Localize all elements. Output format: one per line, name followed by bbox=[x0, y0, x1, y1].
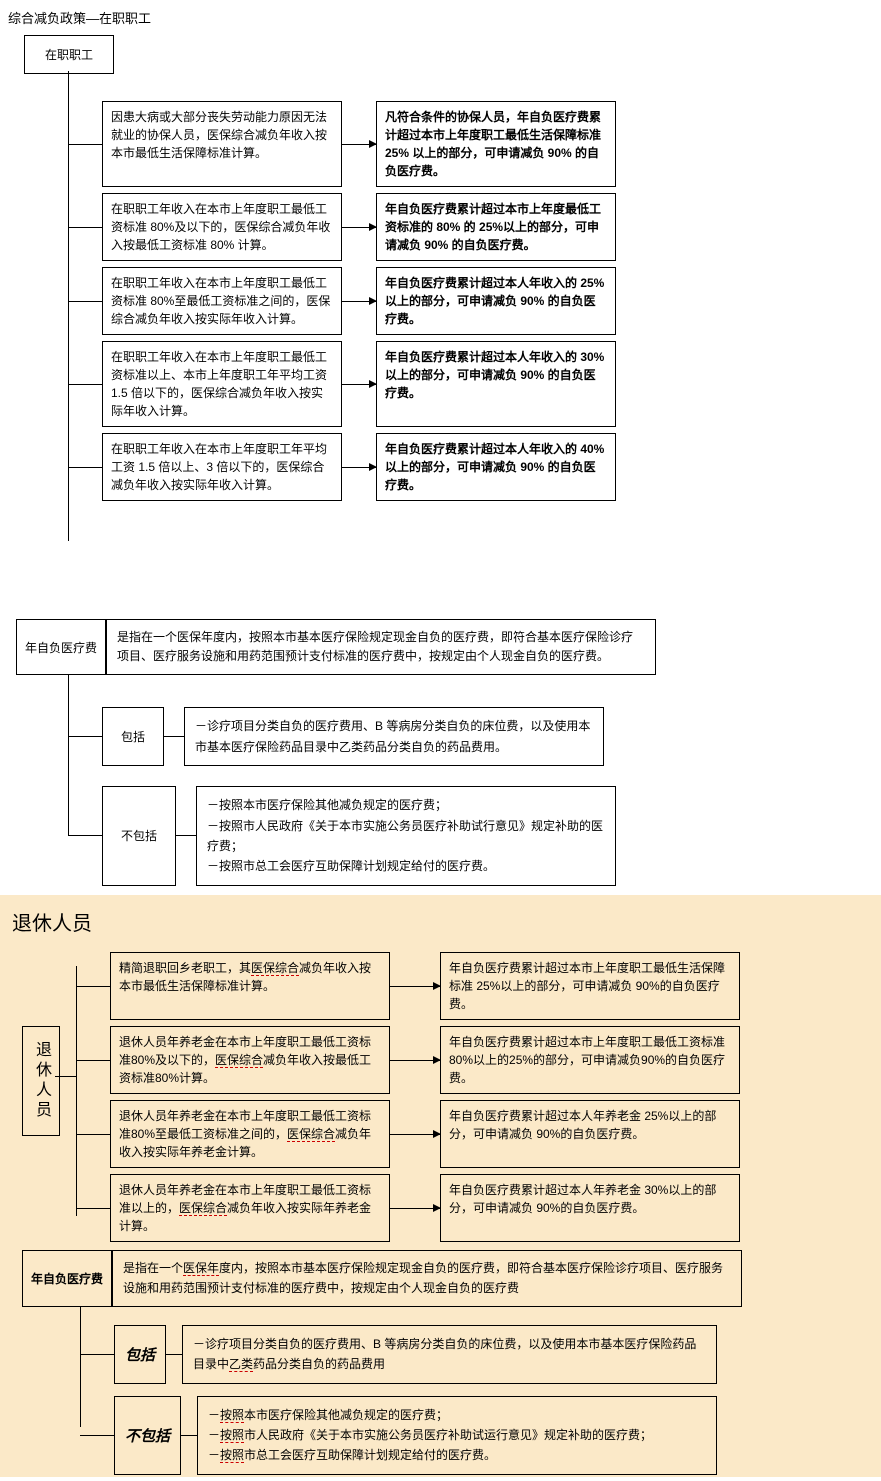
arrow-icon bbox=[390, 1060, 440, 1061]
text: － bbox=[208, 1448, 220, 1462]
arrow-icon bbox=[390, 1208, 440, 1209]
arrow-icon bbox=[390, 986, 440, 987]
result-box: 年自负医疗费累计超过本人年收入的 30% 以上的部分，可申请减负 90% 的自负… bbox=[376, 341, 616, 427]
flow-row: 在职职工年收入在本市上年度职工年平均工资 1.5 倍以上、3 倍以下的，医保综合… bbox=[68, 433, 616, 501]
definition-label: 年自负医疗费 bbox=[22, 1250, 112, 1306]
exclude-line: －按照本市医疗保险其他减负规定的医疗费； bbox=[208, 1405, 706, 1425]
connector bbox=[68, 144, 102, 145]
flow-row: 退休人员年养老金在本市上年度职工最低工资标准以上的，医保综合减负年收入按实际年养… bbox=[76, 1174, 740, 1242]
dashed-text: 医保综合 bbox=[287, 1127, 335, 1142]
dashed-text: 按照 bbox=[220, 1428, 244, 1443]
text: 本市医疗保险其他减负规定的医疗费； bbox=[244, 1408, 448, 1422]
text: － bbox=[208, 1428, 220, 1442]
condition-box: 退休人员年养老金在本市上年度职工最低工资标准80%至最低工资标准之间的，医保综合… bbox=[110, 1100, 390, 1168]
condition-box: 在职职工年收入在本市上年度职工最低工资标准 80%至最低工资标准之间的，医保综合… bbox=[102, 267, 342, 335]
arrow-icon bbox=[390, 1134, 440, 1135]
condition-box: 在职职工年收入在本市上年度职工年平均工资 1.5 倍以上、3 倍以下的，医保综合… bbox=[102, 433, 342, 501]
root-box-retired: 退休人员 bbox=[22, 1026, 60, 1136]
text: 是指在一个 bbox=[123, 1261, 183, 1275]
result-box: 年自负医疗费累计超过本人年收入的 40% 以上的部分，可申请减负 90% 的自负… bbox=[376, 433, 616, 501]
dashed-text: 乙类 bbox=[229, 1357, 253, 1372]
definition-row: 年自负医疗费 是指在一个医保年度内，按照本市基本医疗保险规定现金自负的医疗费，即… bbox=[16, 619, 656, 675]
include-body: －诊疗项目分类自负的医疗费用、B 等病房分类自负的床位费，以及使用本市基本医疗保… bbox=[182, 1325, 717, 1384]
condition-box: 因患大病或大部分丧失劳动能力原因无法就业的协保人员，医保综合减负年收入按本市最低… bbox=[102, 101, 342, 187]
connector bbox=[80, 1354, 114, 1355]
dashed-text: 医保年 bbox=[183, 1261, 219, 1276]
flow-row: 精简退职回乡老职工，其医保综合减负年收入按本市最低生活保障标准计算。 年自负医疗… bbox=[76, 952, 740, 1020]
condition-box: 在职职工年收入在本市上年度职工最低工资标准 80%及以下的，医保综合减负年收入按… bbox=[102, 193, 342, 261]
exclude-line: －按照市人民政府《关于本市实施公务员医疗补助试运行意见》规定补助的医疗费； bbox=[208, 1425, 706, 1445]
connector bbox=[68, 227, 102, 228]
flow-row: 在职职工年收入在本市上年度职工最低工资标准 80%至最低工资标准之间的，医保综合… bbox=[68, 267, 616, 335]
text: 市总工会医疗互助保障计划规定给付的医疗费。 bbox=[244, 1448, 496, 1462]
definition-label: 年自负医疗费 bbox=[16, 619, 106, 675]
arrow-icon bbox=[342, 144, 376, 145]
flow-row: 退休人员年养老金在本市上年度职工最低工资标准80%至最低工资标准之间的，医保综合… bbox=[76, 1100, 740, 1168]
exclude-body: －按照本市医疗保险其他减负规定的医疗费； －按照市人民政府《关于本市实施公务员医… bbox=[196, 786, 616, 886]
result-box: 年自负医疗费累计超过本人年养老金 30%以上的部分，可申请减负 90%的自负医疗… bbox=[440, 1174, 740, 1242]
connector bbox=[166, 1354, 182, 1355]
include-body: －诊疗项目分类自负的医疗费用、B 等病房分类自负的床位费，以及使用本市基本医疗保… bbox=[184, 707, 604, 766]
exclude-label: 不包括 bbox=[114, 1396, 181, 1475]
exclude-row: 不包括 －按照本市医疗保险其他减负规定的医疗费； －按照市人民政府《关于本市实施… bbox=[80, 1396, 717, 1475]
exclude-body: －按照本市医疗保险其他减负规定的医疗费； －按照市人民政府《关于本市实施公务员医… bbox=[197, 1396, 717, 1475]
connector bbox=[76, 1208, 110, 1209]
dashed-text: 按照 bbox=[220, 1448, 244, 1463]
result-box: 年自负医疗费累计超过本市上年度职工最低工资标准80%以上的25%的部分，可申请减… bbox=[440, 1026, 740, 1094]
connector bbox=[80, 1435, 114, 1436]
result-box: 年自负医疗费累计超过本市上年度职工最低生活保障标准 25%以上的部分，可申请减负… bbox=[440, 952, 740, 1020]
connector bbox=[76, 986, 110, 987]
text: 药品分类自负的药品费用 bbox=[253, 1357, 385, 1371]
condition-box: 在职职工年收入在本市上年度职工最低工资标准以上、本市上年度职工年平均工资 1.5… bbox=[102, 341, 342, 427]
exclude-label: 不包括 bbox=[102, 786, 176, 886]
connector bbox=[181, 1435, 197, 1436]
connector bbox=[68, 384, 102, 385]
result-box: 年自负医疗费累计超过本人年收入的 25% 以上的部分，可申请减负 90% 的自负… bbox=[376, 267, 616, 335]
connector bbox=[176, 835, 196, 836]
connector bbox=[68, 301, 102, 302]
dashed-text: 医保综合 bbox=[179, 1201, 227, 1216]
connector bbox=[68, 835, 102, 836]
definition-body: 是指在一个医保年度内，按照本市基本医疗保险规定现金自负的医疗费，即符合基本医疗保… bbox=[112, 1250, 742, 1306]
flow-row: 在职职工年收入在本市上年度职工最低工资标准 80%及以下的，医保综合减负年收入按… bbox=[68, 193, 616, 261]
connector bbox=[68, 736, 102, 737]
condition-box: 退休人员年养老金在本市上年度职工最低工资标准80%及以下的，医保综合减负年收入按… bbox=[110, 1026, 390, 1094]
arrow-icon bbox=[342, 301, 376, 302]
text: － bbox=[208, 1408, 220, 1422]
flow-row: 在职职工年收入在本市上年度职工最低工资标准以上、本市上年度职工年平均工资 1.5… bbox=[68, 341, 616, 427]
section-title-retired: 退休人员 bbox=[12, 907, 873, 936]
connector bbox=[55, 1076, 76, 1077]
dashed-text: 医保综合 bbox=[251, 961, 299, 976]
text: 市人民政府《关于本市实施公务员医疗补助试运行意见》规定补助的医疗费； bbox=[244, 1428, 652, 1442]
result-box: 凡符合条件的协保人员，年自负医疗费累计超过本市上年度职工最低生活保障标准 25%… bbox=[376, 101, 616, 187]
connector bbox=[76, 1134, 110, 1135]
include-label: 包括 bbox=[114, 1325, 166, 1384]
condition-box: 精简退职回乡老职工，其医保综合减负年收入按本市最低生活保障标准计算。 bbox=[110, 952, 390, 1020]
arrow-icon bbox=[342, 384, 376, 385]
connector bbox=[164, 736, 184, 737]
definition-body: 是指在一个医保年度内，按照本市基本医疗保险规定现金自负的医疗费，即符合基本医疗保… bbox=[106, 619, 656, 675]
flow-row: 因患大病或大部分丧失劳动能力原因无法就业的协保人员，医保综合减负年收入按本市最低… bbox=[68, 101, 616, 187]
section-in-service: 综合减负政策—在职职工 在职职工 因患大病或大部分丧失劳动能力原因无法就业的协保… bbox=[0, 0, 881, 895]
include-row: 包括 －诊疗项目分类自负的医疗费用、B 等病房分类自负的床位费，以及使用本市基本… bbox=[80, 1325, 717, 1384]
exclude-row: 不包括 －按照本市医疗保险其他减负规定的医疗费； －按照市人民政府《关于本市实施… bbox=[68, 786, 616, 886]
exclude-line: －按照市总工会医疗互助保障计划规定给付的医疗费。 bbox=[208, 1445, 706, 1465]
arrow-icon bbox=[342, 467, 376, 468]
result-box: 年自负医疗费累计超过本市上年度最低工资标准的 80% 的 25%以上的部分，可申… bbox=[376, 193, 616, 261]
page-title: 综合减负政策—在职职工 bbox=[8, 8, 873, 27]
include-label: 包括 bbox=[102, 707, 164, 766]
dashed-text: 按照 bbox=[220, 1408, 244, 1423]
flow-row: 退休人员年养老金在本市上年度职工最低工资标准80%及以下的，医保综合减负年收入按… bbox=[76, 1026, 740, 1094]
connector bbox=[68, 467, 102, 468]
root-box-employee: 在职职工 bbox=[24, 35, 114, 74]
condition-box: 退休人员年养老金在本市上年度职工最低工资标准以上的，医保综合减负年收入按实际年养… bbox=[110, 1174, 390, 1242]
include-row: 包括 －诊疗项目分类自负的医疗费用、B 等病房分类自负的床位费，以及使用本市基本… bbox=[68, 707, 616, 766]
definition-row: 年自负医疗费 是指在一个医保年度内，按照本市基本医疗保险规定现金自负的医疗费，即… bbox=[22, 1250, 742, 1306]
connector bbox=[76, 1060, 110, 1061]
dashed-text: 医保综合 bbox=[215, 1053, 263, 1068]
result-box: 年自负医疗费累计超过本人年养老金 25%以上的部分，可申请减负 90%的自负医疗… bbox=[440, 1100, 740, 1168]
section-retired: 退休人员 退休人员 精简退职回乡老职工，其医保综合减负年收入按本市最低生活保障标… bbox=[0, 895, 881, 1476]
arrow-icon bbox=[342, 227, 376, 228]
text: 精简退职回乡老职工，其 bbox=[119, 961, 251, 975]
